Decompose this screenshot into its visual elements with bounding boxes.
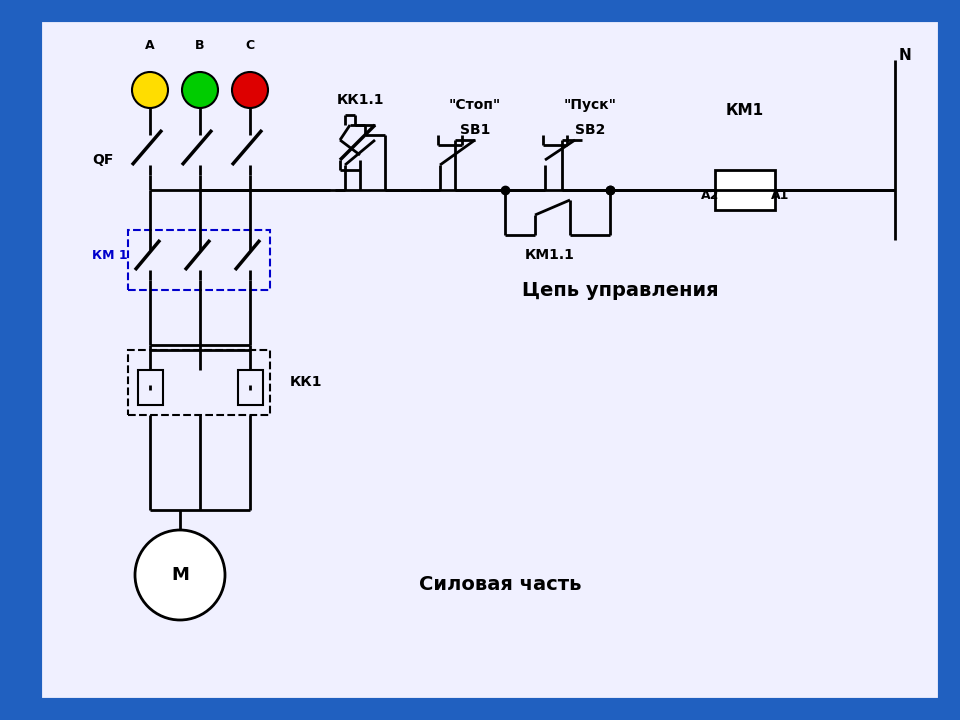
Text: A2: A2 (701, 189, 719, 202)
Circle shape (232, 72, 268, 108)
Text: "Пуск": "Пуск" (564, 98, 616, 112)
Bar (238, 370, 263, 405)
Text: Силовая часть: Силовая часть (419, 575, 581, 595)
Bar (128, 350, 270, 415)
Bar (128, 230, 270, 290)
Text: КМ1.1: КМ1.1 (525, 248, 575, 262)
Text: A: A (145, 38, 155, 52)
Bar (138, 370, 163, 405)
Circle shape (135, 530, 225, 620)
Text: КК1.1: КК1.1 (336, 93, 384, 107)
Text: КМ 1: КМ 1 (92, 248, 128, 261)
Bar (715, 170, 775, 210)
Text: SB2: SB2 (575, 123, 605, 137)
Text: КК1: КК1 (290, 375, 323, 389)
Text: N: N (899, 48, 911, 63)
Text: "Стоп": "Стоп" (449, 98, 501, 112)
Text: C: C (246, 38, 254, 52)
Text: КМ1: КМ1 (726, 102, 764, 117)
Text: М: М (171, 566, 189, 584)
Text: A1: A1 (771, 189, 789, 202)
Text: B: B (195, 38, 204, 52)
Circle shape (132, 72, 168, 108)
Circle shape (182, 72, 218, 108)
Text: Цепь управления: Цепь управления (521, 281, 718, 300)
Text: SB1: SB1 (460, 123, 491, 137)
Text: QF: QF (92, 153, 113, 167)
